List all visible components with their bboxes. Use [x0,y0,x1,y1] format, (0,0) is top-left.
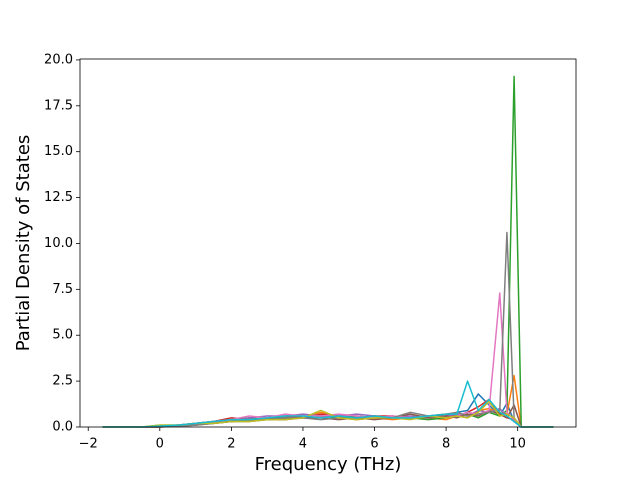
y-tick-label: 15.0 [44,144,73,159]
y-tick-label: 2.5 [52,374,73,389]
y-tick-label: 12.5 [44,190,73,205]
y-tick-label: 10.0 [44,236,73,251]
y-axis-label: Partial Density of States [13,135,34,352]
y-tick-label: 17.5 [44,98,73,113]
series-line [102,393,554,428]
series-line [102,75,554,428]
series-line [102,231,554,428]
series-line [102,292,554,428]
y-tick-label: 20.0 [44,52,73,67]
series-line [102,380,554,428]
x-tick-label: −2 [79,437,98,452]
y-tick-label: 5.0 [52,328,73,343]
x-tick-label: 0 [156,437,164,452]
x-tick-label: 4 [299,437,307,452]
x-tick-label: 2 [227,437,235,452]
plot-frame [79,58,577,428]
y-tick-label: 7.5 [52,282,73,297]
series-line [102,407,554,428]
x-axis-label: Frequency (THz) [255,454,402,475]
x-tick-label: 6 [370,437,378,452]
y-tick-label: 0.0 [52,420,73,435]
x-tick-label: 8 [442,437,450,452]
x-tick-label: 10 [509,437,526,452]
